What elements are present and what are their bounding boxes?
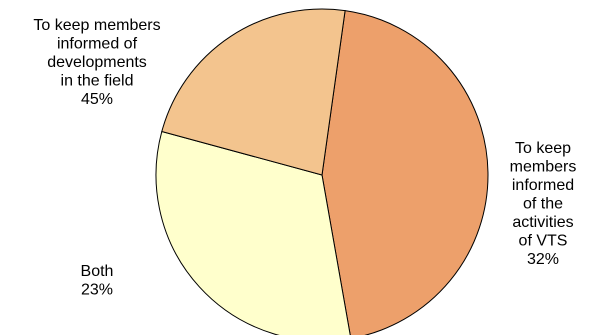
- slice-label-line: members: [510, 159, 577, 176]
- pie-slices: [155, 8, 489, 335]
- slice-label-line: of VTS: [519, 233, 568, 250]
- slice-value-label: 45%: [81, 91, 113, 108]
- slice-label-both: Both 23%: [81, 263, 114, 299]
- slice-value-label: 32%: [527, 251, 559, 268]
- slice-label-line: informed: [512, 177, 574, 194]
- pie-labels: To keep members informed of developments in…: [33, 17, 576, 299]
- slice-label-line: activities: [512, 214, 573, 231]
- slice-label-line: To keep: [515, 140, 571, 157]
- slice-label-line: of the: [523, 196, 563, 213]
- pie-slice-to-keep-members-informed-of-developments-in-the-field: [321, 10, 489, 335]
- slice-label-line: informed of: [57, 36, 138, 53]
- pie-slice-to-keep-members-informed-of-the-activities-of-vts: [155, 130, 351, 335]
- slice-label-line: Both: [81, 263, 114, 280]
- slice-label-to-keep-members-informed-of-the-activities-of-vts: To keep members informed of the activities of…: [510, 140, 577, 268]
- slice-label-line: developments: [47, 54, 147, 71]
- slice-label-line: in the field: [61, 73, 134, 90]
- slice-value-label: 23%: [81, 282, 113, 299]
- pie-slice-both: [161, 8, 346, 176]
- slice-label-line: To keep members: [33, 17, 160, 34]
- slice-label-to-keep-members-informed-of-developments-in-the-field: To keep members informed of developments in…: [33, 17, 160, 108]
